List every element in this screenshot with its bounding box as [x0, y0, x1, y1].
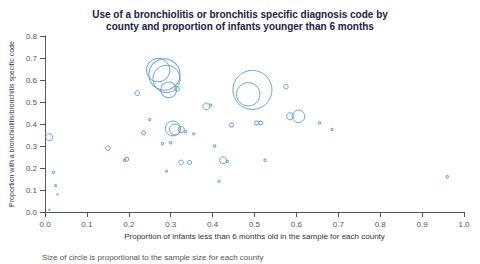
svg-text:0.6: 0.6	[291, 220, 303, 229]
svg-text:0.8: 0.8	[26, 32, 38, 41]
svg-text:0.5: 0.5	[249, 220, 261, 229]
svg-text:0.2: 0.2	[26, 164, 38, 173]
svg-text:0.6: 0.6	[26, 76, 38, 85]
svg-text:0.2: 0.2	[123, 220, 135, 229]
svg-text:0.1: 0.1	[81, 220, 93, 229]
svg-text:0.8: 0.8	[375, 220, 387, 229]
svg-text:0.3: 0.3	[26, 142, 38, 151]
svg-text:Proportion with a bronchioliti: Proportion with a bronchiolitis/bronchit…	[8, 41, 16, 207]
svg-text:0.7: 0.7	[26, 54, 38, 63]
svg-text:0.1: 0.1	[26, 186, 38, 195]
svg-text:0.7: 0.7	[333, 220, 345, 229]
svg-text:Size of circle is proportional: Size of circle is proportional to the sa…	[42, 253, 263, 262]
svg-text:0.9: 0.9	[417, 220, 429, 229]
svg-text:Proportion of infants less tha: Proportion of infants less than 6 months…	[124, 232, 385, 241]
svg-text:0.3: 0.3	[165, 220, 177, 229]
svg-text:0.4: 0.4	[26, 120, 38, 129]
svg-text:county and proportion of infan: county and proportion of infants younger…	[106, 21, 374, 32]
svg-text:0.0: 0.0	[26, 208, 38, 217]
svg-text:0.0: 0.0	[39, 220, 51, 229]
svg-text:0.4: 0.4	[207, 220, 219, 229]
svg-text:0.5: 0.5	[26, 98, 38, 107]
svg-text:1.0: 1.0	[458, 220, 470, 229]
svg-text:Use of a bronchiolitis or bron: Use of a bronchiolitis or bronchitis spe…	[92, 9, 388, 20]
